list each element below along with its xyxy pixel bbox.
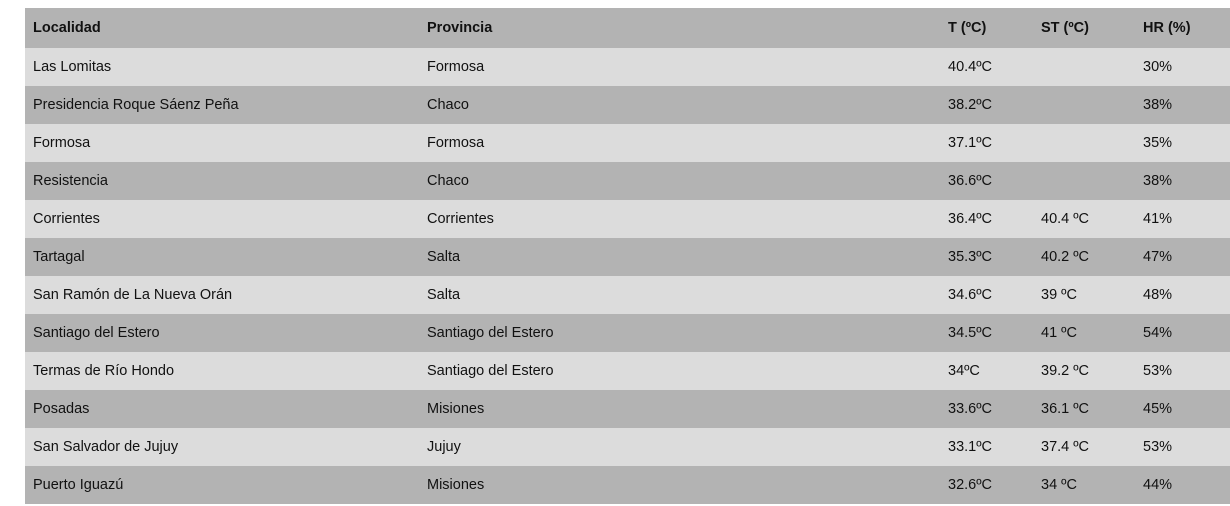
cell-sensacion-termica	[1033, 86, 1135, 124]
weather-table: Localidad Provincia T (ºC) ST (ºC) HR (%…	[25, 8, 1230, 504]
table-row: Santiago del Estero Santiago del Estero 34…	[25, 314, 1230, 352]
cell-localidad: Formosa	[25, 124, 419, 162]
table-row: Posadas Misiones 33.6ºC 36.1 ºC 45%	[25, 390, 1230, 428]
cell-localidad: Corrientes	[25, 200, 419, 238]
cell-temperatura: 36.6ºC	[940, 162, 1033, 200]
cell-provincia: Santiago del Estero	[419, 352, 940, 390]
cell-temperatura: 36.4ºC	[940, 200, 1033, 238]
cell-temperatura: 34.5ºC	[940, 314, 1033, 352]
cell-humedad: 38%	[1135, 162, 1230, 200]
table-row: Puerto Iguazú Misiones 32.6ºC 34 ºC 44%	[25, 466, 1230, 504]
cell-humedad: 45%	[1135, 390, 1230, 428]
cell-localidad: Presidencia Roque Sáenz Peña	[25, 86, 419, 124]
header-humedad: HR (%)	[1135, 8, 1230, 48]
cell-localidad: Termas de Río Hondo	[25, 352, 419, 390]
table-row: Corrientes Corrientes 36.4ºC 40.4 ºC 41%	[25, 200, 1230, 238]
cell-provincia: Salta	[419, 276, 940, 314]
cell-temperatura: 34ºC	[940, 352, 1033, 390]
cell-provincia: Corrientes	[419, 200, 940, 238]
cell-temperatura: 33.6ºC	[940, 390, 1033, 428]
cell-humedad: 30%	[1135, 48, 1230, 86]
cell-temperatura: 40.4ºC	[940, 48, 1033, 86]
cell-provincia: Formosa	[419, 124, 940, 162]
cell-sensacion-termica: 39.2 ºC	[1033, 352, 1135, 390]
table-row: Las Lomitas Formosa 40.4ºC 30%	[25, 48, 1230, 86]
table-row: Resistencia Chaco 36.6ºC 38%	[25, 162, 1230, 200]
cell-provincia: Chaco	[419, 162, 940, 200]
table-header-row: Localidad Provincia T (ºC) ST (ºC) HR (%…	[25, 8, 1230, 48]
cell-humedad: 41%	[1135, 200, 1230, 238]
cell-provincia: Jujuy	[419, 428, 940, 466]
cell-temperatura: 34.6ºC	[940, 276, 1033, 314]
cell-localidad: Puerto Iguazú	[25, 466, 419, 504]
header-temperatura: T (ºC)	[940, 8, 1033, 48]
cell-localidad: Santiago del Estero	[25, 314, 419, 352]
table-row: Tartagal Salta 35.3ºC 40.2 ºC 47%	[25, 238, 1230, 276]
cell-temperatura: 38.2ºC	[940, 86, 1033, 124]
cell-provincia: Misiones	[419, 466, 940, 504]
cell-temperatura: 37.1ºC	[940, 124, 1033, 162]
cell-sensacion-termica: 40.2 ºC	[1033, 238, 1135, 276]
cell-localidad: Tartagal	[25, 238, 419, 276]
table-row: Presidencia Roque Sáenz Peña Chaco 38.2ºC 3…	[25, 86, 1230, 124]
header-sensacion-termica: ST (ºC)	[1033, 8, 1135, 48]
cell-localidad: Posadas	[25, 390, 419, 428]
cell-provincia: Misiones	[419, 390, 940, 428]
cell-localidad: San Ramón de La Nueva Orán	[25, 276, 419, 314]
cell-humedad: 53%	[1135, 352, 1230, 390]
cell-sensacion-termica: 37.4 ºC	[1033, 428, 1135, 466]
cell-provincia: Salta	[419, 238, 940, 276]
cell-humedad: 48%	[1135, 276, 1230, 314]
cell-humedad: 47%	[1135, 238, 1230, 276]
cell-sensacion-termica: 39 ºC	[1033, 276, 1135, 314]
cell-sensacion-termica	[1033, 162, 1135, 200]
cell-sensacion-termica: 34 ºC	[1033, 466, 1135, 504]
cell-humedad: 54%	[1135, 314, 1230, 352]
cell-sensacion-termica	[1033, 48, 1135, 86]
cell-humedad: 35%	[1135, 124, 1230, 162]
cell-humedad: 44%	[1135, 466, 1230, 504]
cell-temperatura: 35.3ºC	[940, 238, 1033, 276]
cell-localidad: Las Lomitas	[25, 48, 419, 86]
table-row: Formosa Formosa 37.1ºC 35%	[25, 124, 1230, 162]
cell-sensacion-termica: 41 ºC	[1033, 314, 1135, 352]
cell-provincia: Santiago del Estero	[419, 314, 940, 352]
cell-provincia: Chaco	[419, 86, 940, 124]
table-row: San Ramón de La Nueva Orán Salta 34.6ºC 39 …	[25, 276, 1230, 314]
cell-sensacion-termica	[1033, 124, 1135, 162]
cell-localidad: Resistencia	[25, 162, 419, 200]
table-row: San Salvador de Jujuy Jujuy 33.1ºC 37.4 ºC 5…	[25, 428, 1230, 466]
cell-temperatura: 33.1ºC	[940, 428, 1033, 466]
cell-provincia: Formosa	[419, 48, 940, 86]
cell-temperatura: 32.6ºC	[940, 466, 1033, 504]
header-provincia: Provincia	[419, 8, 940, 48]
cell-humedad: 53%	[1135, 428, 1230, 466]
cell-localidad: San Salvador de Jujuy	[25, 428, 419, 466]
table-row: Termas de Río Hondo Santiago del Estero 34…	[25, 352, 1230, 390]
cell-humedad: 38%	[1135, 86, 1230, 124]
cell-sensacion-termica: 36.1 ºC	[1033, 390, 1135, 428]
header-localidad: Localidad	[25, 8, 419, 48]
cell-sensacion-termica: 40.4 ºC	[1033, 200, 1135, 238]
